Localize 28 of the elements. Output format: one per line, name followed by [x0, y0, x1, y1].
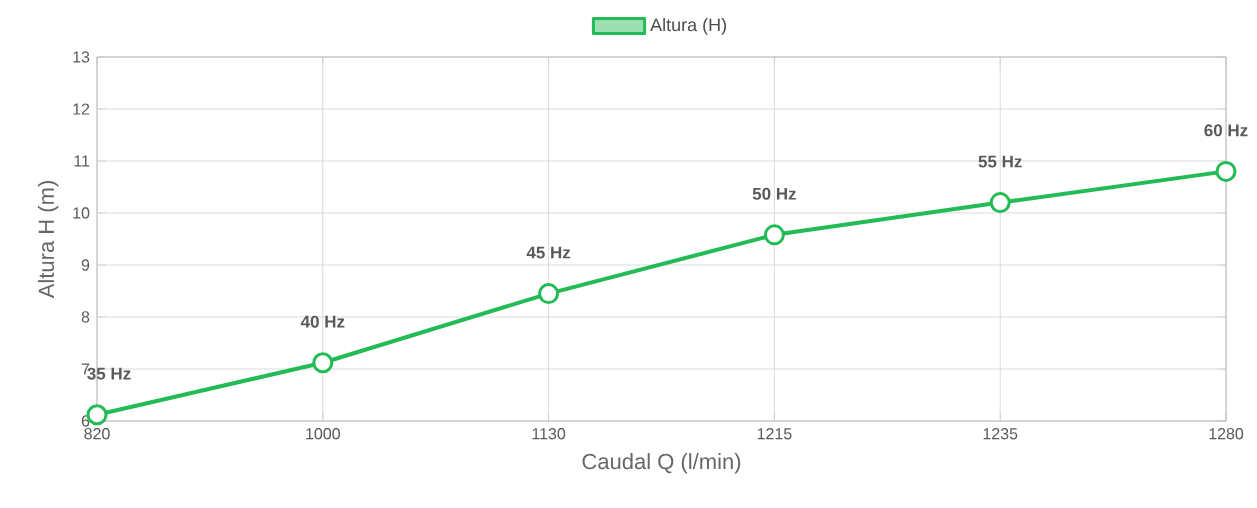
- annotation: 40 Hz: [300, 315, 345, 328]
- annotation: 50 Hz: [752, 187, 796, 200]
- y-tick-label: 11: [74, 155, 90, 167]
- y-tick-label: 12: [73, 103, 90, 115]
- annotation: 35 Hz: [87, 367, 131, 380]
- annotation: 60 Hz: [1204, 124, 1248, 137]
- x-tick-label: 1215: [757, 428, 792, 440]
- point: [538, 283, 560, 305]
- x-tick-label: 1000: [306, 428, 340, 440]
- point: [763, 224, 785, 246]
- y-tick-label: 6: [81, 415, 90, 427]
- annotation: 45 Hz: [526, 246, 571, 259]
- legend-label: Altura (H): [650, 17, 726, 35]
- x-tick-label: 820: [84, 428, 110, 440]
- y-tick-label: 13: [73, 51, 90, 63]
- y-axis-title: Altura H (m): [37, 181, 59, 299]
- point: [312, 352, 334, 374]
- point: [1215, 160, 1237, 182]
- x-tick-label: 1130: [532, 428, 566, 440]
- x-tick-label: 1280: [1209, 428, 1244, 440]
- y-tick-label: 7: [81, 363, 90, 375]
- x-tick-label: 1235: [983, 428, 1018, 440]
- y-tick-label: 8: [81, 311, 90, 323]
- annotation: 55 Hz: [978, 155, 1022, 168]
- y-tick-label: 9: [81, 259, 90, 271]
- point: [989, 192, 1011, 214]
- x-axis-title: Caudal Q (l/min): [582, 453, 741, 474]
- y-tick-label: 10: [73, 207, 90, 219]
